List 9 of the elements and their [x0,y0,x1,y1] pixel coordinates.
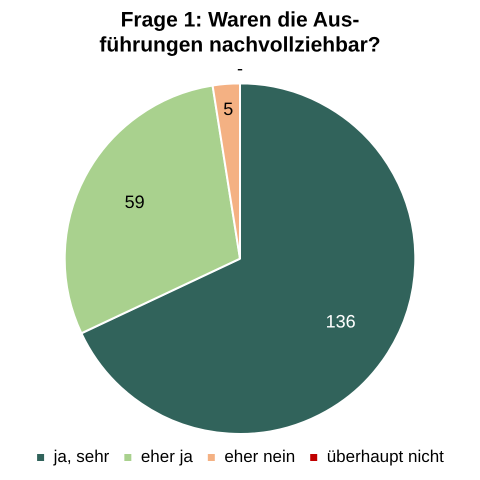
chart-title: Frage 1: Waren die Aus- führungen nachvollziehbar? [99,8,381,57]
legend-label: ja, sehr [52,447,110,466]
legend-label: eher nein [224,447,296,466]
data-label: 5 [223,99,234,120]
text: - [237,58,243,78]
data-label: 136 [326,312,356,332]
legend-label: überhaupt nicht [326,447,444,466]
legend-label: eher ja [140,447,194,466]
data-label: 59 [124,192,145,212]
